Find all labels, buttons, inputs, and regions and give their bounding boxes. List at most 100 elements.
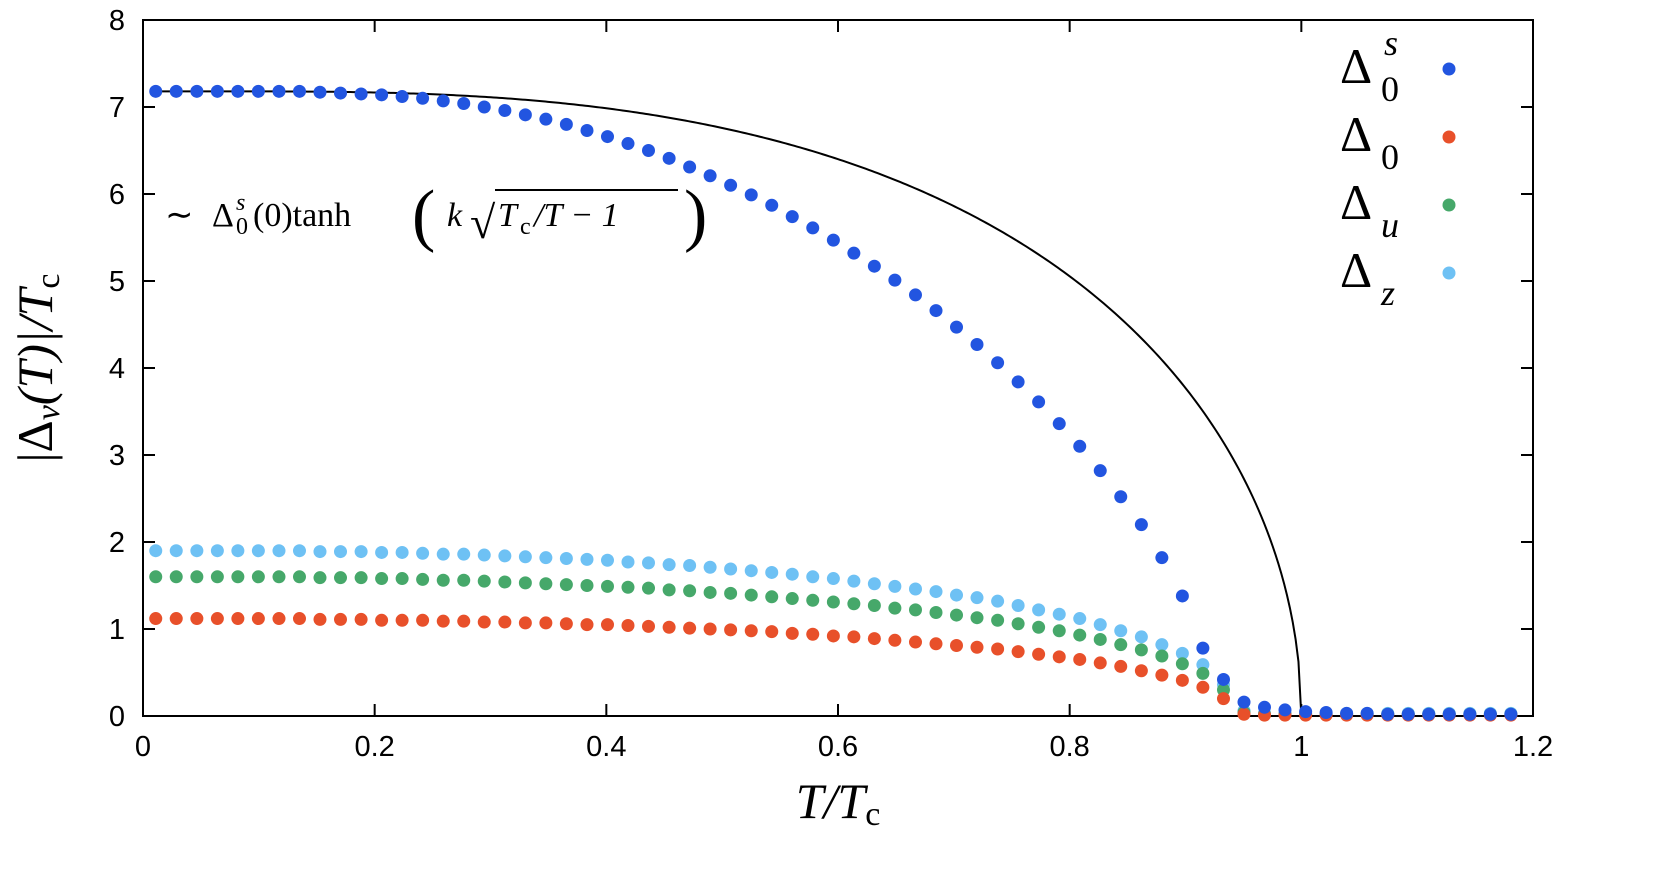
- data-point: [559, 578, 573, 592]
- data-point: [929, 637, 943, 651]
- legend-label-base: Δ: [1340, 38, 1372, 94]
- data-point: [272, 84, 286, 98]
- data-point: [970, 338, 984, 352]
- data-point: [888, 601, 902, 615]
- y-axis-label-sub2: c: [30, 274, 67, 289]
- annotation-ratio: /T − 1: [532, 197, 619, 234]
- data-point: [436, 547, 450, 561]
- data-point: [806, 627, 820, 641]
- data-point: [169, 544, 183, 558]
- data-point: [190, 84, 204, 98]
- data-point: [1073, 652, 1087, 666]
- data-point: [991, 613, 1005, 627]
- data-point: [354, 571, 368, 585]
- data-point: [1340, 706, 1354, 720]
- data-point: [580, 579, 594, 592]
- data-point: [518, 108, 532, 122]
- data-point: [847, 630, 861, 644]
- data-point: [724, 178, 738, 192]
- data-point: [1237, 707, 1251, 721]
- data-point: [436, 94, 450, 108]
- data-point: [1134, 643, 1148, 657]
- annotation-delta-sup: s: [236, 190, 245, 216]
- data-point: [190, 612, 204, 626]
- data-point: [765, 590, 779, 604]
- data-point: [1360, 706, 1374, 720]
- data-point: [169, 84, 183, 98]
- data-point: [991, 594, 1005, 608]
- data-point: [847, 597, 861, 611]
- data-point: [662, 558, 676, 572]
- data-point: [190, 570, 204, 584]
- data-point: [621, 580, 635, 594]
- data-point: [1155, 649, 1169, 663]
- data-point: [744, 188, 758, 202]
- data-point: [251, 570, 265, 584]
- data-point: [662, 620, 676, 634]
- legend-label-base: Δ: [1340, 174, 1372, 230]
- legend-marker: [1442, 266, 1456, 280]
- data-point: [662, 151, 676, 165]
- data-point: [1175, 657, 1189, 671]
- data-point: [498, 575, 512, 589]
- data-point: [1237, 695, 1251, 709]
- data-point: [457, 614, 471, 628]
- data-point: [1258, 700, 1271, 714]
- data-point: [1052, 624, 1066, 638]
- data-point: [929, 605, 943, 619]
- data-point: [375, 613, 389, 627]
- data-point: [375, 545, 389, 559]
- data-point: [867, 632, 881, 646]
- data-point: [826, 595, 840, 609]
- annotation-tilde: ∼: [165, 197, 194, 234]
- data-point: [1401, 707, 1415, 721]
- data-point: [1032, 395, 1046, 409]
- data-point: [354, 87, 368, 101]
- data-point: [703, 169, 717, 183]
- y-axis-label-open: |Δ: [7, 420, 63, 462]
- data-point: [292, 544, 306, 558]
- data-point: [416, 91, 430, 105]
- data-point: [1114, 638, 1128, 652]
- x-tick-label: 0.4: [586, 731, 626, 763]
- data-point: [272, 544, 286, 558]
- data-point: [888, 579, 902, 593]
- data-point: [457, 547, 471, 561]
- data-point: [847, 574, 861, 588]
- data-point: [683, 160, 697, 174]
- data-point: [1196, 666, 1210, 680]
- data-point: [272, 612, 286, 626]
- data-point: [518, 616, 532, 630]
- data-point: [744, 588, 758, 602]
- data-point: [477, 548, 491, 562]
- data-point: [908, 288, 922, 302]
- legend-marker: [1442, 130, 1456, 144]
- data-point: [416, 572, 430, 586]
- data-point: [991, 642, 1005, 656]
- data-point: [1093, 632, 1107, 646]
- data-point: [1011, 599, 1025, 613]
- data-point: [334, 545, 347, 559]
- data-point: [888, 633, 902, 647]
- fit-annotation: ∼ Δ s 0 (0)tanh ( k √ T c /T − 1 ): [165, 177, 707, 254]
- data-point: [313, 612, 327, 626]
- data-point: [1463, 707, 1477, 721]
- data-point: [970, 611, 984, 625]
- data-point: [169, 612, 183, 626]
- data-point: [867, 259, 881, 273]
- plot-area-frame: [142, 19, 1534, 717]
- data-point: [395, 572, 409, 586]
- data-point: [1093, 656, 1107, 670]
- data-point: [621, 619, 635, 633]
- data-point: [1032, 620, 1046, 634]
- data-point: [600, 130, 614, 144]
- data-point: [149, 612, 163, 626]
- data-point: [826, 233, 840, 247]
- data-point: [1422, 707, 1436, 721]
- data-point: [313, 571, 327, 585]
- data-point: [703, 622, 717, 636]
- data-point: [683, 558, 697, 572]
- data-point: [231, 612, 245, 626]
- data-point: [724, 586, 738, 600]
- data-point: [806, 221, 820, 235]
